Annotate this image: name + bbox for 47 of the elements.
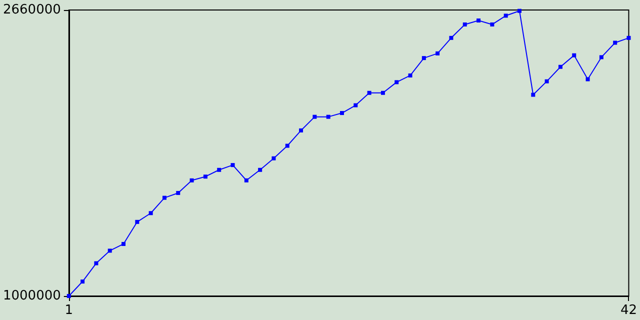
point (380, 90, 385, 95)
point (244, 178, 248, 182)
x-tick-label: 1 (64, 303, 74, 318)
point (394, 80, 399, 84)
point (217, 168, 222, 172)
point (340, 111, 344, 116)
point (572, 53, 576, 58)
point (449, 36, 454, 40)
point (626, 36, 631, 40)
point (176, 190, 180, 195)
point (108, 248, 112, 253)
point (122, 242, 126, 246)
y-tick-label: 2660000 (2, 2, 61, 18)
point (558, 64, 562, 69)
point (148, 211, 153, 216)
point (299, 128, 304, 132)
point (531, 92, 536, 97)
point (504, 14, 508, 18)
point (162, 196, 166, 200)
point (326, 114, 330, 119)
x-tick-label: 42 (620, 303, 637, 318)
point (422, 56, 426, 60)
point (190, 178, 194, 182)
point (586, 77, 590, 82)
point (517, 8, 522, 13)
point (66, 294, 71, 298)
point (285, 144, 290, 148)
point (476, 18, 481, 23)
point (230, 163, 235, 168)
point (613, 40, 618, 45)
point (367, 90, 372, 95)
point (490, 22, 494, 26)
point (354, 103, 358, 108)
point (258, 168, 262, 172)
point (408, 73, 412, 78)
point (544, 79, 549, 84)
point (80, 280, 85, 284)
point (312, 114, 317, 119)
point (135, 220, 140, 224)
line-series (66, 8, 631, 298)
y-tick-label: 1000000 (2, 288, 61, 304)
point (203, 174, 208, 179)
point (272, 156, 276, 160)
point (436, 51, 440, 56)
point (94, 261, 98, 266)
point (462, 22, 467, 26)
point (599, 55, 604, 60)
